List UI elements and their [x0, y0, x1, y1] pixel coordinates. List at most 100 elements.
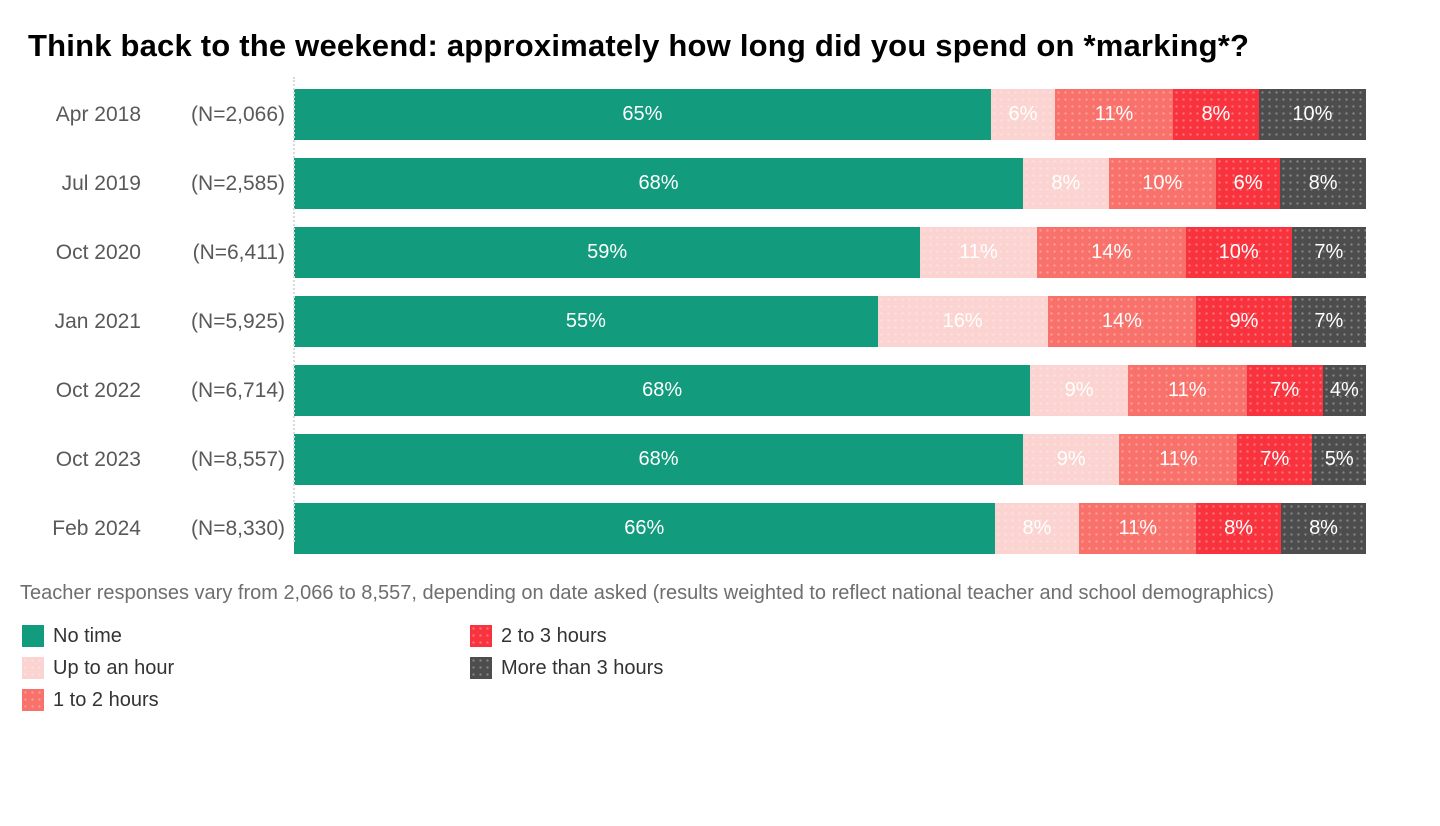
bar-segment-no-time: 68% [294, 158, 1023, 210]
bar-segment-2-to-3-hours: 7% [1237, 434, 1313, 486]
segment-value-label: 9% [1064, 379, 1094, 402]
bar-segment-more-than-3-hours: 7% [1291, 296, 1366, 348]
legend-swatch-more-than-3-hours [470, 657, 492, 680]
segment-value-label: 55% [565, 310, 606, 333]
category-label: Oct 2022 [55, 379, 141, 403]
segment-value-label: 16% [942, 310, 983, 333]
stacked-bar: 55% 16% 14% 9% 7% [294, 296, 1366, 348]
bar-segment-no-time: 59% [294, 227, 921, 279]
stacked-bar: 68% 9% 11% 7% 5% [294, 434, 1366, 486]
legend-item-no-time: No time [22, 625, 470, 648]
bar-segment-up-to-an-hour: 11% [920, 227, 1037, 279]
legend-swatch-no-time [22, 625, 44, 648]
bar-segment-more-than-3-hours: 8% [1280, 158, 1366, 210]
chart-row: Oct 2023 (N=8,557) 68% 9% 11% 7% 5% [0, 434, 1440, 486]
bar-segment-more-than-3-hours: 10% [1258, 89, 1366, 141]
stacked-bar: 65% 6% 11% 8% 10% [294, 89, 1366, 141]
segment-value-label: 6% [1008, 103, 1038, 126]
bar-segment-no-time: 68% [294, 365, 1031, 417]
legend-item-1-to-2-hours: 1 to 2 hours [22, 689, 470, 712]
bar-segment-up-to-an-hour: 9% [1030, 365, 1128, 417]
bar-segment-up-to-an-hour: 16% [877, 296, 1048, 348]
bar-segment-1-to-2-hours: 11% [1119, 434, 1238, 486]
bar-segment-2-to-3-hours: 10% [1185, 227, 1292, 279]
segment-value-label: 11% [959, 241, 998, 264]
segment-value-label: 4% [1329, 379, 1359, 402]
legend-item-up-to-an-hour: Up to an hour [22, 656, 470, 680]
bar-segment-1-to-2-hours: 11% [1127, 365, 1247, 417]
legend-column-left: No time Up to an hour 1 to 2 hours [22, 625, 470, 712]
segment-value-label: 11% [1094, 103, 1134, 126]
chart-row: Apr 2018 (N=2,066) 65% 6% 11% 8% 10% [0, 89, 1440, 141]
bar-segment-no-time: 55% [294, 296, 878, 348]
sample-size-label: (N=6,714) [191, 379, 285, 403]
segment-value-label: 10% [1218, 241, 1259, 264]
legend-item-more-than-3-hours: More than 3 hours [470, 656, 918, 680]
segment-value-label: 8% [1224, 517, 1254, 540]
chart-page: Think back to the weekend: approximately… [0, 26, 1440, 712]
bar-segment-up-to-an-hour: 8% [1022, 158, 1109, 210]
bar-segment-1-to-2-hours: 11% [1055, 89, 1174, 141]
category-label: Oct 2023 [55, 448, 141, 472]
sample-size-label: (N=6,411) [192, 241, 285, 265]
legend-label: Up to an hour [53, 656, 175, 679]
stacked-bar: 66% 8% 11% 8% 8% [294, 503, 1366, 555]
bar-segment-1-to-2-hours: 11% [1079, 503, 1197, 555]
category-label: Oct 2020 [55, 241, 141, 265]
bar-segment-1-to-2-hours: 14% [1036, 227, 1186, 279]
bar-segment-more-than-3-hours: 5% [1312, 434, 1366, 486]
legend-column-right: 2 to 3 hours More than 3 hours [470, 625, 918, 711]
bar-segment-2-to-3-hours: 8% [1196, 503, 1282, 555]
chart-rows: Apr 2018 (N=2,066) 65% 6% 11% 8% 10% Jul 2019 (N… [0, 89, 1440, 555]
bar-segment-up-to-an-hour: 8% [994, 503, 1080, 555]
segment-value-label: 8% [1308, 172, 1338, 195]
legend-label: More than 3 hours [501, 656, 664, 679]
bar-segment-up-to-an-hour: 6% [990, 89, 1056, 141]
chart-row: Jan 2021 (N=5,925) 55% 16% 14% 9% 7% [0, 296, 1440, 348]
bar-segment-more-than-3-hours: 4% [1322, 365, 1366, 417]
segment-value-label: 7% [1314, 241, 1344, 264]
category-label: Apr 2018 [55, 103, 141, 127]
segment-value-label: 5% [1324, 448, 1354, 471]
sample-size-label: (N=8,330) [191, 517, 285, 541]
segment-value-label: 14% [1091, 241, 1132, 264]
bar-segment-no-time: 66% [294, 503, 995, 555]
segment-value-label: 8% [1309, 517, 1338, 540]
segment-value-label: 10% [1142, 172, 1183, 195]
segment-value-label: 65% [622, 103, 663, 126]
legend-swatch-up-to-an-hour [22, 657, 44, 680]
bar-segment-more-than-3-hours: 7% [1291, 227, 1366, 279]
segment-value-label: 14% [1101, 310, 1142, 333]
stacked-bar: 68% 9% 11% 7% 4% [294, 365, 1366, 417]
bar-segment-2-to-3-hours: 7% [1246, 365, 1323, 417]
segment-value-label: 68% [638, 448, 679, 471]
bar-segment-1-to-2-hours: 14% [1047, 296, 1197, 348]
bar-segment-1-to-2-hours: 10% [1108, 158, 1216, 210]
legend-swatch-1-to-2-hours [22, 689, 44, 712]
chart-title: Think back to the weekend: approximately… [28, 28, 1250, 63]
segment-value-label: 8% [1201, 103, 1231, 126]
chart-row: Oct 2022 (N=6,714) 68% 9% 11% 7% 4% [0, 365, 1440, 417]
segment-value-label: 68% [638, 172, 679, 195]
bar-segment-more-than-3-hours: 8% [1281, 503, 1366, 555]
segment-value-label: 11% [1159, 448, 1198, 471]
bar-segment-2-to-3-hours: 8% [1173, 89, 1259, 141]
sample-size-label: (N=2,585) [191, 172, 285, 196]
bar-segment-2-to-3-hours: 6% [1215, 158, 1281, 210]
category-label: Feb 2024 [52, 517, 141, 541]
segment-value-label: 7% [1314, 310, 1344, 333]
footnote: Teacher responses vary from 2,066 to 8,5… [20, 582, 1275, 605]
segment-value-label: 7% [1260, 448, 1290, 471]
segment-value-label: 11% [1118, 517, 1158, 540]
chart-row: Feb 2024 (N=8,330) 66% 8% 11% 8% 8% [0, 503, 1440, 555]
segment-value-label: 9% [1229, 310, 1259, 333]
segment-value-label: 11% [1168, 379, 1207, 402]
bar-segment-no-time: 65% [294, 89, 991, 141]
stacked-bar: 68% 8% 10% 6% 8% [294, 158, 1366, 210]
segment-value-label: 8% [1022, 517, 1052, 540]
sample-size-label: (N=5,925) [191, 310, 285, 334]
segment-value-label: 6% [1233, 172, 1263, 195]
chart-row: Jul 2019 (N=2,585) 68% 8% 10% 6% 8% [0, 158, 1440, 210]
bar-segment-2-to-3-hours: 9% [1196, 296, 1292, 348]
segment-value-label: 9% [1056, 448, 1086, 471]
